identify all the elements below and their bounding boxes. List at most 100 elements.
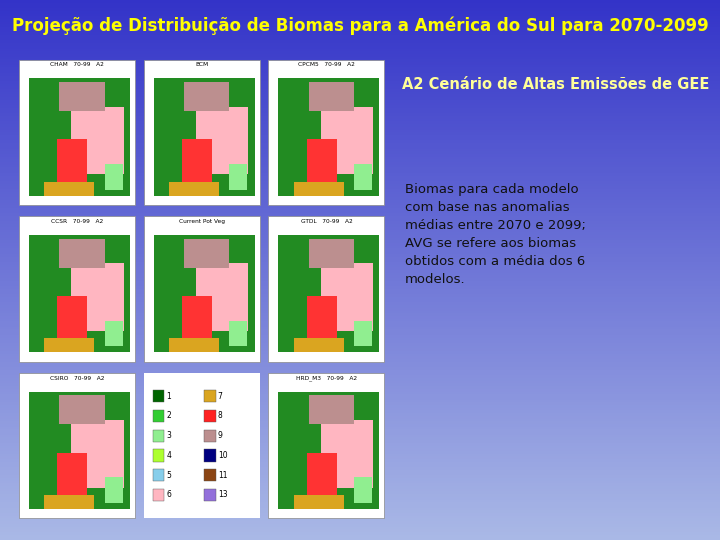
Bar <box>0 14 720 16</box>
Bar <box>0 35 720 38</box>
Bar <box>0 240 720 243</box>
Bar <box>144 216 259 362</box>
Text: HRD_M3   70-99   A2: HRD_M3 70-99 A2 <box>296 376 357 381</box>
Bar <box>354 477 372 503</box>
Bar <box>0 424 720 427</box>
Bar <box>153 469 164 481</box>
Bar <box>19 59 135 205</box>
Bar <box>0 143 720 146</box>
Text: 11: 11 <box>217 471 228 480</box>
Bar <box>0 11 720 14</box>
Bar <box>196 263 248 331</box>
Bar <box>0 30 720 32</box>
Bar <box>0 124 720 127</box>
Bar <box>204 489 216 501</box>
Bar <box>0 246 720 248</box>
Bar <box>0 408 720 410</box>
Bar <box>204 469 216 481</box>
Bar <box>0 105 720 108</box>
Bar <box>153 235 254 352</box>
Bar <box>0 78 720 81</box>
Bar <box>0 130 720 132</box>
Bar <box>59 82 104 111</box>
Bar <box>0 202 720 205</box>
Text: Current Pot Veg: Current Pot Veg <box>179 219 225 224</box>
Bar <box>321 420 373 488</box>
Bar <box>0 224 720 227</box>
Bar <box>0 300 720 302</box>
Bar <box>0 394 720 397</box>
Bar <box>321 106 373 174</box>
Bar <box>0 389 720 392</box>
Bar <box>0 108 720 111</box>
Bar <box>0 132 720 135</box>
Bar <box>0 92 720 94</box>
Bar <box>0 154 720 157</box>
Bar <box>0 119 720 122</box>
Bar <box>0 232 720 235</box>
Bar <box>0 100 720 103</box>
Bar <box>0 335 720 338</box>
Bar <box>0 464 720 467</box>
Bar <box>0 481 720 483</box>
Bar <box>0 448 720 451</box>
Bar <box>0 151 720 154</box>
Bar <box>0 494 720 497</box>
Bar <box>0 16 720 19</box>
Bar <box>0 256 720 259</box>
Bar <box>0 97 720 100</box>
Bar <box>0 122 720 124</box>
Bar <box>104 321 122 346</box>
Bar <box>0 148 720 151</box>
Bar <box>279 392 379 509</box>
Bar <box>0 351 720 354</box>
Bar <box>307 296 337 340</box>
Text: GTDL   70-99   A2: GTDL 70-99 A2 <box>300 219 352 224</box>
Bar <box>0 32 720 35</box>
Bar <box>0 192 720 194</box>
Bar <box>71 106 124 174</box>
Bar <box>0 400 720 402</box>
Bar <box>0 273 720 275</box>
Bar <box>309 395 354 424</box>
Bar <box>0 270 720 273</box>
Bar <box>0 346 720 348</box>
Bar <box>0 0 720 3</box>
Text: 2: 2 <box>166 411 171 421</box>
Bar <box>0 275 720 278</box>
Bar <box>204 429 216 442</box>
Bar <box>0 392 720 394</box>
Bar <box>0 370 720 373</box>
Bar <box>104 164 122 190</box>
Bar <box>0 319 720 321</box>
Bar <box>184 82 229 111</box>
Bar <box>0 8 720 11</box>
Bar <box>0 238 720 240</box>
Bar <box>0 86 720 89</box>
Bar <box>168 181 219 195</box>
Bar <box>307 139 337 184</box>
Bar <box>0 435 720 437</box>
Bar <box>0 502 720 505</box>
Bar <box>0 321 720 324</box>
Bar <box>0 178 720 181</box>
Bar <box>0 418 720 421</box>
Bar <box>0 38 720 40</box>
Bar <box>0 364 720 367</box>
Bar <box>0 135 720 138</box>
Bar <box>153 429 164 442</box>
Bar <box>0 362 720 364</box>
Bar <box>0 194 720 197</box>
Bar <box>0 378 720 381</box>
Text: CHAM   70-99   A2: CHAM 70-99 A2 <box>50 63 104 68</box>
Bar <box>0 513 720 516</box>
Text: 8: 8 <box>217 411 222 421</box>
Bar <box>0 286 720 289</box>
Bar <box>0 535 720 537</box>
Text: CPCM5   70-99   A2: CPCM5 70-99 A2 <box>298 63 355 68</box>
Bar <box>57 296 87 340</box>
Bar <box>0 54 720 57</box>
Bar <box>0 292 720 294</box>
Bar <box>71 420 124 488</box>
Bar <box>0 113 720 116</box>
